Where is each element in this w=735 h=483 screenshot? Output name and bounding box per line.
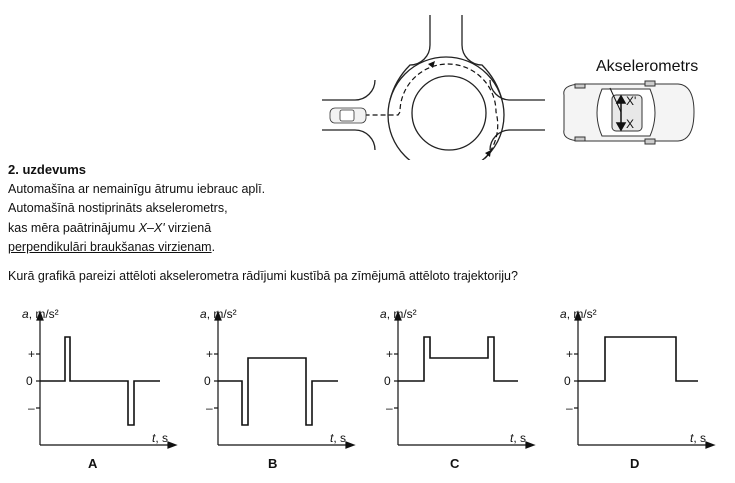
task-line-1: Automašīna ar nemainīgu ātrumu iebrauc a… [8,181,266,196]
accelerometer-label: Akselerometrs [596,58,698,75]
task-text: 2. uzdevums Automašīna ar nemainīgu ātru… [8,160,308,258]
graph-c-xlabel: t, s [510,431,526,445]
graph-a-tick-minus: – [28,401,35,415]
axis-x-prime-label: X' [626,94,636,108]
graph-a-tick-plus: + [28,347,35,361]
graph-c-ylabel-var: a [380,307,387,321]
graph-a-ylabel-var: a [22,307,29,321]
graph-c-axes [394,310,536,449]
graph-c-tick-minus: – [386,401,393,415]
graph-b: a, m/s² + 0 – t, s B [188,300,358,480]
roundabout-road [322,15,545,160]
graph-b-curve [218,357,338,426]
graph-c: a, m/s² + 0 – t, s C [368,300,538,480]
task-line-4: perpendikulāri braukšanas virzienam. [8,238,308,258]
graph-a-xlabel: t, s [152,431,168,445]
graph-a-tick-zero: 0 [26,374,33,388]
graph-c-xlabel-var: t [510,431,514,445]
graph-d-xlabel: t, s [690,431,706,445]
graph-d-tick-plus: + [566,347,573,361]
graph-d-axes [574,310,716,449]
graph-b-ylabel: a, m/s² [200,307,237,321]
task-title: 2. uzdevums [8,162,87,177]
graph-b-tick-minus: – [206,401,213,415]
task-line-3: kas mēra paātrinājumu X–X' virzienā [8,219,308,239]
graph-a-axes [36,310,178,449]
graph-b-ylabel-var: a [200,307,207,321]
graph-b-ylabel-unit: , m/s² [207,307,237,321]
graph-c-ylabel: a, m/s² [380,307,417,321]
roundabout-figure: Akselerometrs X' X [322,15,698,160]
graph-d-letter: D [630,456,639,471]
graph-a-letter: A [88,456,98,471]
question-text: Kurā grafikā pareizi attēloti akselerome… [8,269,518,283]
trajectory-arrows [428,61,491,157]
graph-c-tick-zero: 0 [384,374,391,388]
graph-a: a, m/s² + 0 – t, s A [10,300,180,480]
graph-b-axes [214,310,356,449]
graph-c-letter: C [450,456,460,471]
graph-a-ylabel-unit: , m/s² [29,307,59,321]
graph-a-xlabel-unit: , s [155,431,168,445]
graph-d-tick-minus: – [566,401,573,415]
task-line-2: Automašīnā nostiprināts akselerometrs, [8,201,228,215]
graph-a-xlabel-var: t [152,431,156,445]
graph-c-tick-plus: + [386,347,393,361]
graph-d: a, m/s² + 0 – t, s D [548,300,718,480]
task-line-3-post: virzienā [164,220,212,235]
accelerometer-axis [609,87,627,132]
graph-d-xlabel-unit: , s [693,431,706,445]
graph-b-xlabel: t, s [330,431,346,445]
graph-d-ylabel-var: a [560,307,567,321]
axis-x-label: X [626,117,634,131]
small-car [329,107,367,124]
graph-b-tick-zero: 0 [204,374,211,388]
graph-b-xlabel-var: t [330,431,334,445]
graph-b-tick-plus: + [206,347,213,361]
graph-a-ylabel: a, m/s² [22,307,59,321]
task-line-3-pre: kas mēra paātrinājumu [8,220,139,235]
graph-d-ylabel: a, m/s² [560,307,597,321]
graph-c-ylabel-unit: , m/s² [387,307,417,321]
graph-d-curve [578,336,698,382]
graph-d-xlabel-var: t [690,431,694,445]
graph-a-curve [40,336,160,426]
graph-b-xlabel-unit: , s [333,431,346,445]
graph-d-tick-zero: 0 [564,374,571,388]
trajectory-path [365,63,499,160]
task-line-4-underlined: perpendikulāri braukšanas virzienam [8,240,212,254]
graph-d-ylabel-unit: , m/s² [567,307,597,321]
graph-b-letter: B [268,456,277,471]
large-car [563,80,695,145]
graph-c-xlabel-unit: , s [513,431,526,445]
task-line-3-axis: X–X' [138,220,165,235]
graph-c-curve [398,336,518,382]
task-line-4-end: . [211,240,216,254]
